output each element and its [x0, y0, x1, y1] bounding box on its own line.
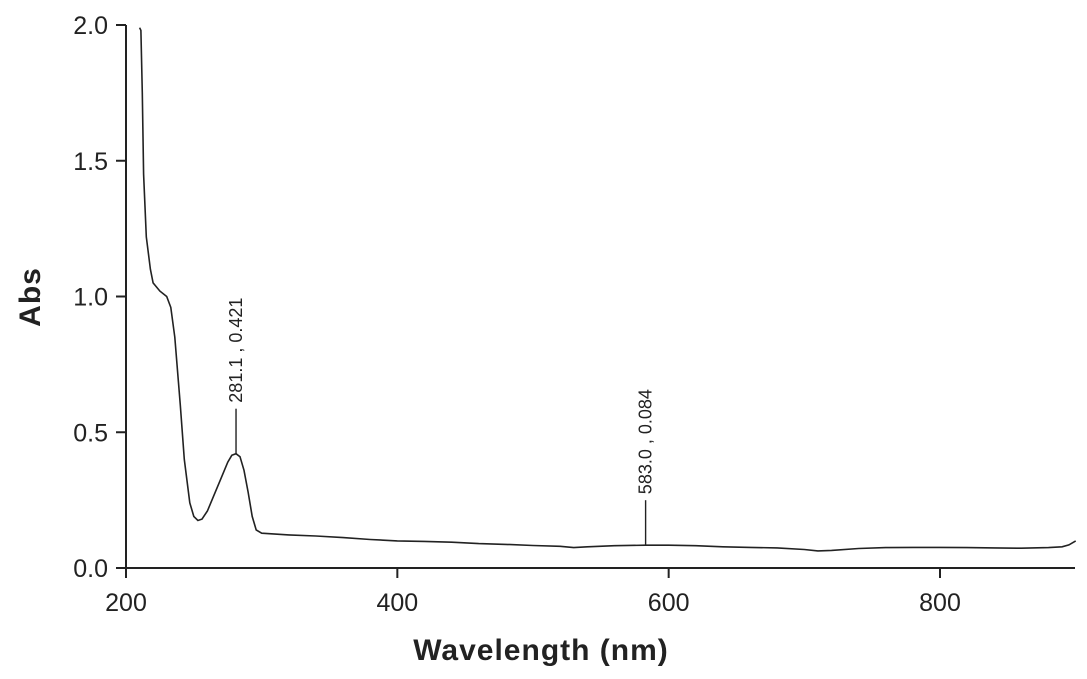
peak-label: 583.0 , 0.084 [636, 389, 656, 494]
y-tick-label: 0.5 [73, 419, 108, 447]
x-tick-label: 400 [376, 589, 418, 617]
x-tick-label: 800 [919, 589, 961, 617]
x-axis-title: Wavelength (nm) [413, 634, 669, 667]
y-tick-label: 1.0 [73, 284, 108, 312]
peak-label: 281.1 , 0.421 [226, 298, 246, 403]
x-tick-label: 600 [648, 589, 690, 617]
y-tick-label: 0.0 [73, 555, 108, 583]
y-ticks: 0.0 0.5 1.0 1.5 2.0 [73, 12, 126, 583]
x-ticks: 200 400 600 800 [105, 568, 961, 617]
y-tick-label: 1.5 [73, 148, 108, 176]
y-axis-title: Abs [14, 267, 47, 327]
y-tick-label: 2.0 [73, 12, 108, 40]
absorbance-line [138, 27, 1077, 552]
peak-annotations: 281.1 , 0.421 583.0 , 0.084 [226, 298, 656, 546]
x-tick-label: 200 [105, 589, 147, 617]
